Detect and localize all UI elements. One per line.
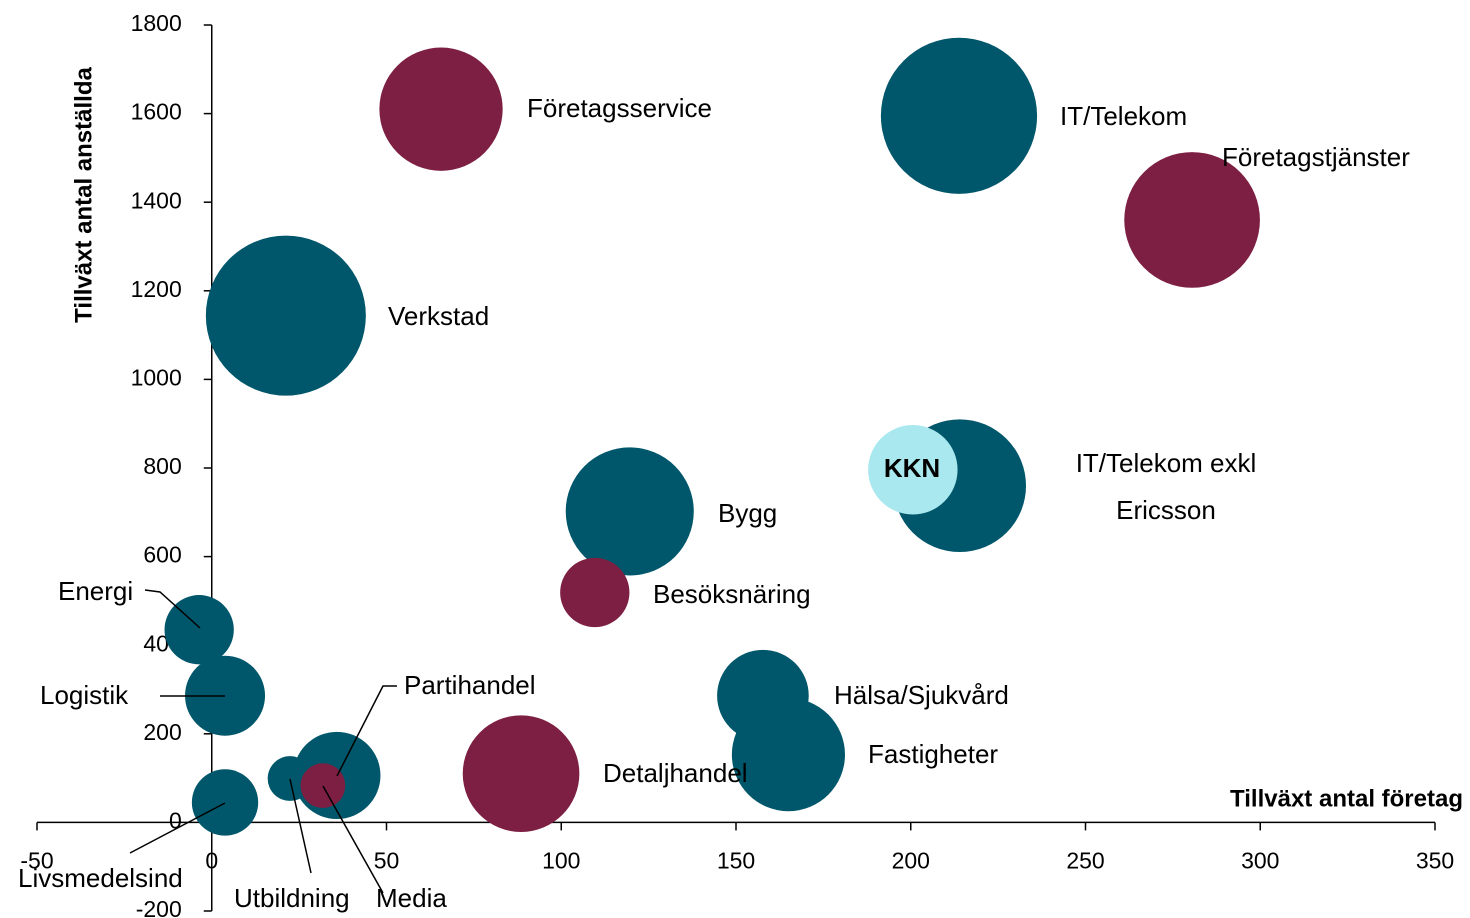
y-tick-label: 200 [143, 719, 181, 745]
y-tick-label: 600 [143, 542, 181, 568]
x-tick-label: -50 [20, 847, 53, 873]
bubble-label: KKN [884, 453, 940, 483]
bubble [191, 769, 259, 836]
bubble [379, 47, 503, 171]
y-tick-label: 1200 [131, 276, 182, 302]
x-tick-label: 150 [717, 847, 755, 873]
y-tick-label: 800 [143, 453, 181, 479]
bubble [1124, 152, 1260, 288]
bubble-label: Företagsservice [527, 93, 712, 123]
bubble-label: Bygg [718, 498, 777, 528]
bubble-label: Media [376, 883, 447, 913]
leader-line [336, 685, 397, 777]
bubble-label: IT/Telekom [1060, 101, 1187, 131]
bubble [185, 655, 266, 736]
leader-line [129, 802, 226, 854]
bubble [731, 698, 845, 812]
bubble [205, 235, 366, 396]
y-tick-label: 1600 [131, 99, 182, 125]
bubble-label: Energi [58, 576, 133, 606]
y-tick-label: 1800 [131, 10, 182, 36]
bubble [565, 447, 694, 576]
bubble-label: Företagstjänster [1222, 142, 1410, 172]
bubble-label: Verkstad [388, 301, 489, 331]
bubble [300, 763, 346, 808]
x-tick-label: 300 [1241, 847, 1279, 873]
y-axis-label: Tillväxt antal anställda [70, 67, 97, 323]
x-tick-label: 250 [1066, 847, 1104, 873]
bubble-label: IT/Telekom exkl [1076, 448, 1257, 478]
bubble-label: Fastigheter [868, 739, 998, 769]
leader-line [144, 589, 201, 629]
y-tick-label: -200 [136, 896, 182, 918]
x-tick-label: 350 [1416, 847, 1454, 873]
bubble-label: Hälsa/Sjukvård [834, 680, 1009, 710]
x-tick-label: 200 [892, 847, 930, 873]
x-axis-label: Tillväxt antal företag [1230, 785, 1463, 812]
bubble [560, 557, 630, 628]
bubble-label: Logistik [40, 680, 129, 710]
leader-line [322, 785, 384, 894]
leader-line [289, 778, 312, 874]
bubble-label: Ericsson [1116, 495, 1216, 525]
x-tick-label: 0 [205, 847, 218, 873]
bubble [880, 37, 1038, 194]
bubble-label: Besöksnäring [653, 579, 811, 609]
bubble-label: Partihandel [404, 670, 536, 700]
bubble-label: Livsmedelsind [18, 863, 183, 893]
bubble-label: Utbildning [234, 883, 350, 913]
bubble-label: Detaljhandel [603, 758, 748, 788]
y-tick-label: 1400 [131, 187, 182, 213]
y-tick-label: 1000 [131, 364, 182, 390]
bubble [868, 425, 958, 515]
x-tick-label: 50 [374, 847, 400, 873]
bubble [462, 715, 580, 832]
x-tick-label: 100 [542, 847, 580, 873]
